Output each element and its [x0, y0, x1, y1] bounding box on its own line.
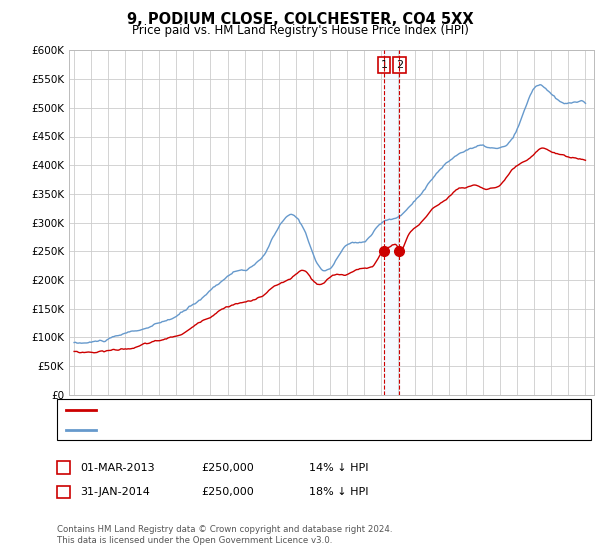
Text: 14% ↓ HPI: 14% ↓ HPI	[309, 463, 368, 473]
Text: 31-JAN-2014: 31-JAN-2014	[80, 487, 149, 497]
Bar	[384, 50, 400, 395]
Text: HPI: Average price, detached house, Colchester: HPI: Average price, detached house, Colc…	[102, 424, 351, 435]
Text: 2: 2	[396, 60, 403, 70]
Text: 18% ↓ HPI: 18% ↓ HPI	[309, 487, 368, 497]
Text: £250,000: £250,000	[201, 487, 254, 497]
Text: Contains HM Land Registry data © Crown copyright and database right 2024.
This d: Contains HM Land Registry data © Crown c…	[57, 525, 392, 545]
Text: 2: 2	[60, 487, 67, 497]
Text: 1: 1	[60, 463, 67, 473]
Text: 01-MAR-2013: 01-MAR-2013	[80, 463, 154, 473]
Text: £250,000: £250,000	[201, 463, 254, 473]
Text: 9, PODIUM CLOSE, COLCHESTER, CO4 5XX (detached house): 9, PODIUM CLOSE, COLCHESTER, CO4 5XX (de…	[102, 405, 419, 416]
Text: 9, PODIUM CLOSE, COLCHESTER, CO4 5XX: 9, PODIUM CLOSE, COLCHESTER, CO4 5XX	[127, 12, 473, 27]
Text: 1: 1	[380, 60, 388, 70]
Text: Price paid vs. HM Land Registry's House Price Index (HPI): Price paid vs. HM Land Registry's House …	[131, 24, 469, 36]
